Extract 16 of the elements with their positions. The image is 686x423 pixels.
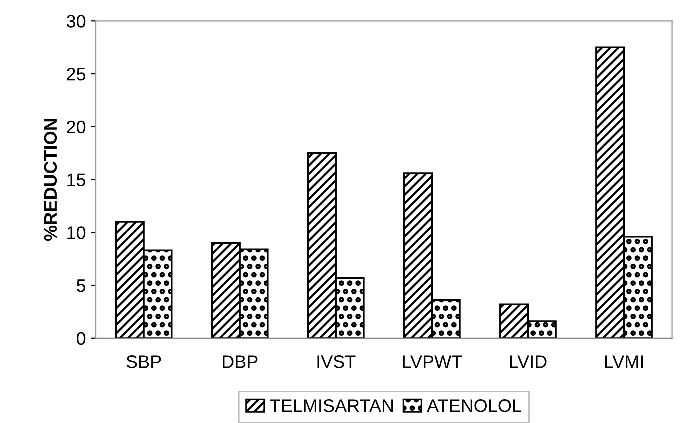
y-tick-label: 10 [68, 226, 86, 240]
y-axis-title: %REDUCTION [44, 119, 58, 242]
y-tick-label: 25 [67, 68, 86, 81]
y-tick-label: 20 [67, 120, 86, 134]
x-tick-label: SBP [126, 356, 162, 368]
legend-label: TELMISARTAN [270, 400, 394, 412]
y-tick-label: 30 [66, 15, 86, 28]
x-tick-label: DBP [223, 356, 258, 368]
x-tick-label: LVID [510, 356, 547, 368]
x-tick-label: LVPWT [403, 356, 462, 368]
y-tick-label: 0 [76, 332, 86, 346]
legend-label: ATENOLOL [427, 400, 522, 412]
x-tick-label: IVST [318, 356, 356, 368]
y-tick-label: 15 [68, 174, 86, 186]
y-tick-label: 5 [77, 280, 86, 292]
x-tick-label: LVMI [605, 356, 643, 368]
